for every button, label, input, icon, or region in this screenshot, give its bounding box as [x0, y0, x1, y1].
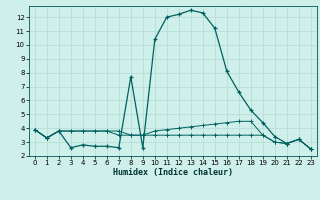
- X-axis label: Humidex (Indice chaleur): Humidex (Indice chaleur): [113, 168, 233, 177]
